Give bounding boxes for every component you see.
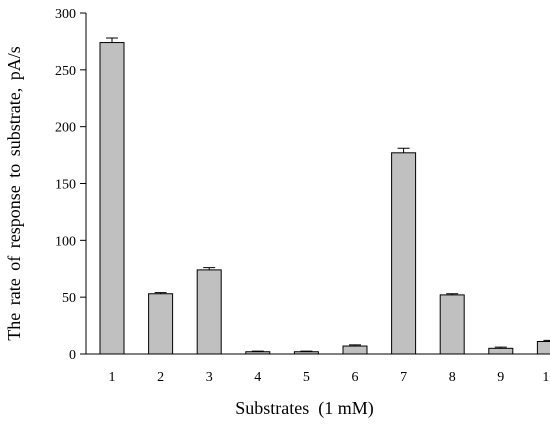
bar-2 — [148, 293, 174, 355]
bar-10 — [536, 340, 550, 355]
error-bar-7 — [397, 147, 410, 153]
x-tick-label: 6 — [352, 370, 359, 385]
x-tick-label: 9 — [497, 370, 504, 385]
y-tick-label: 0 — [69, 348, 76, 363]
x-tick-label: 3 — [206, 370, 213, 385]
x-tick-label: 5 — [303, 370, 310, 385]
x-tick-label: 7 — [400, 370, 407, 385]
error-bar-6 — [349, 344, 361, 347]
x-axis-title: Substrates (1 mM) — [235, 398, 374, 419]
bar-1 — [99, 42, 125, 355]
error-bar-9 — [494, 346, 507, 349]
bar-7 — [391, 152, 417, 355]
bar-8 — [439, 294, 465, 355]
x-axis-ticks: 1234567891011 — [109, 370, 550, 385]
y-axis-title: The rate of response to substrate, pA/s — [4, 46, 24, 340]
y-tick-label: 300 — [55, 7, 76, 22]
error-bar-10 — [543, 339, 550, 342]
error-bar-4 — [251, 350, 264, 352]
bar-6 — [342, 345, 368, 355]
y-tick-label: 100 — [55, 234, 76, 249]
error-bar-2 — [154, 292, 167, 294]
y-tick-label: 50 — [62, 291, 76, 306]
y-axis-ticks: 0 50 100 150 200 250 300 — [55, 7, 86, 363]
y-tick-label: 250 — [55, 64, 76, 79]
error-bar-8 — [446, 293, 459, 295]
x-tick-label: 2 — [157, 370, 164, 385]
x-tick-label: 1 — [109, 370, 116, 385]
error-bar-1 — [106, 37, 118, 43]
bars — [99, 37, 550, 355]
x-tick-label: 10 — [542, 370, 550, 385]
bar-9 — [488, 347, 514, 355]
bar-3 — [196, 269, 222, 355]
y-tick-label: 150 — [55, 178, 76, 193]
y-tick-label: 200 — [55, 121, 76, 136]
x-tick-label: 4 — [254, 370, 261, 385]
x-tick-label: 8 — [449, 370, 456, 385]
error-bar-3 — [203, 267, 216, 270]
error-bar-5 — [300, 350, 313, 352]
